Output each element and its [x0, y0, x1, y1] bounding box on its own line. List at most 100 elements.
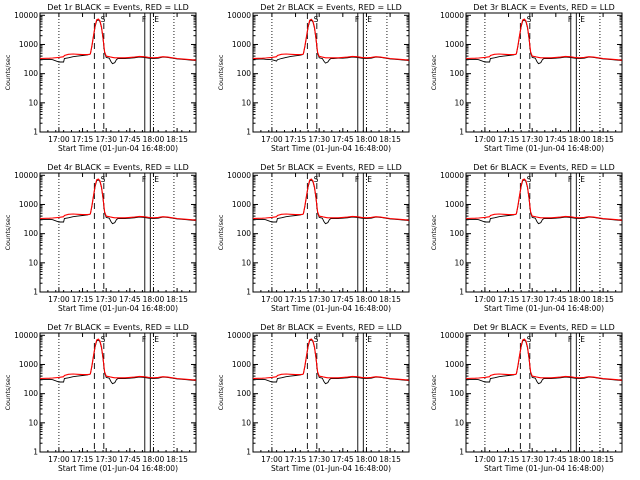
x-tick-label: 17:45: [545, 135, 567, 144]
lld-line: [465, 338, 623, 381]
flag-label: S: [314, 175, 319, 184]
x-tick-label: 17:00: [261, 135, 283, 144]
lld-line: [252, 178, 410, 221]
y-tick-label: 1000: [232, 40, 251, 49]
y-tick-label: 100: [24, 69, 39, 78]
y-tick-label: 10000: [227, 171, 251, 180]
x-axis-label: Start Time (01-Jun-04 16:48:00): [271, 144, 391, 153]
lld-line: [252, 18, 410, 61]
x-tick-label: 17:45: [332, 455, 354, 464]
x-tick-label: 18:00: [356, 295, 378, 304]
x-axis-label: Start Time (01-Jun-04 16:48:00): [58, 464, 178, 473]
y-tick-label: 10: [28, 258, 38, 267]
y-axis-label: Counts/sec: [217, 374, 225, 410]
y-tick-label: 1000: [19, 200, 38, 209]
panel-title: Det 2r BLACK = Events, RED = LLD: [260, 3, 402, 12]
flag-label: E: [154, 335, 159, 344]
flag-label: S: [314, 15, 319, 24]
panel-det-3: Det 3r BLACK = Events, RED = LLD 1 10 100 10…: [430, 3, 623, 153]
y-tick-label: 100: [24, 229, 39, 238]
y-tick-label: 10: [454, 418, 464, 427]
lld-line: [465, 178, 623, 221]
panel-title: Det 3r BLACK = Events, RED = LLD: [473, 3, 615, 12]
flag-label: S: [101, 175, 106, 184]
x-tick-label: 17:15: [72, 135, 94, 144]
plot-frame: [252, 12, 410, 133]
panel-title: Det 5r BLACK = Events, RED = LLD: [260, 163, 402, 172]
events-line: [39, 19, 197, 65]
x-tick-label: 18:00: [569, 135, 591, 144]
panel-det-6: Det 6r BLACK = Events, RED = LLD 1 10 100 10…: [430, 163, 623, 313]
y-tick-label: 1000: [232, 360, 251, 369]
x-tick-label: 17:30: [521, 295, 543, 304]
x-tick-label: 17:00: [48, 135, 70, 144]
x-tick-label: 18:00: [143, 135, 165, 144]
flag-label: F: [142, 15, 146, 24]
events-line: [465, 19, 623, 65]
y-tick-label: 100: [237, 229, 252, 238]
panel-det-5: Det 5r BLACK = Events, RED = LLD 1 10 100 10…: [217, 163, 410, 313]
x-tick-label: 18:00: [143, 455, 165, 464]
flag-label: E: [367, 335, 372, 344]
x-tick-label: 18:00: [143, 295, 165, 304]
x-axis-label: Start Time (01-Jun-04 16:48:00): [271, 464, 391, 473]
flag-label: E: [580, 175, 585, 184]
flag-label: F: [355, 175, 359, 184]
y-tick-label: 1000: [19, 360, 38, 369]
plot-frame: [252, 172, 410, 293]
x-tick-label: 18:15: [379, 455, 401, 464]
y-tick-label: 10000: [14, 11, 38, 20]
y-axis-label: Counts/sec: [4, 214, 12, 250]
y-axis-label: Counts/sec: [430, 214, 438, 250]
y-axis-label: Counts/sec: [217, 54, 225, 90]
y-tick-label: 10000: [440, 11, 464, 20]
lld-line: [39, 178, 197, 221]
y-tick-label: 1: [246, 128, 251, 137]
plot-frame: [465, 332, 623, 453]
y-axis-label: Counts/sec: [430, 54, 438, 90]
x-tick-label: 18:15: [166, 295, 188, 304]
x-tick-label: 17:15: [285, 455, 307, 464]
x-tick-label: 17:00: [48, 455, 70, 464]
flag-label: E: [367, 175, 372, 184]
x-axis-label: Start Time (01-Jun-04 16:48:00): [58, 144, 178, 153]
x-tick-label: 17:45: [119, 295, 141, 304]
x-axis-label: Start Time (01-Jun-04 16:48:00): [484, 464, 604, 473]
plot-frame: [252, 332, 410, 453]
flag-label: F: [142, 175, 146, 184]
panel-title: Det 6r BLACK = Events, RED = LLD: [473, 163, 615, 172]
y-tick-label: 1: [246, 448, 251, 457]
flag-label: E: [367, 15, 372, 24]
y-tick-label: 10000: [440, 171, 464, 180]
y-tick-label: 10: [28, 418, 38, 427]
x-tick-label: 17:00: [474, 295, 496, 304]
y-tick-label: 100: [237, 69, 252, 78]
plot-frame: [39, 332, 197, 453]
events-line: [252, 339, 410, 385]
x-tick-label: 17:30: [308, 295, 330, 304]
x-tick-label: 18:15: [379, 135, 401, 144]
events-line: [39, 339, 197, 385]
y-tick-label: 100: [450, 69, 465, 78]
flag-label: S: [314, 335, 319, 344]
y-tick-label: 10000: [227, 11, 251, 20]
x-tick-label: 17:30: [95, 135, 117, 144]
y-tick-label: 1000: [445, 360, 464, 369]
x-tick-label: 17:45: [332, 295, 354, 304]
events-line: [252, 179, 410, 225]
flag-label: E: [580, 15, 585, 24]
y-tick-label: 100: [450, 389, 465, 398]
y-tick-label: 10: [28, 98, 38, 107]
y-tick-label: 1: [246, 288, 251, 297]
x-tick-label: 17:15: [498, 135, 520, 144]
x-tick-label: 17:30: [95, 295, 117, 304]
panel-det-8: Det 8r BLACK = Events, RED = LLD 1 10 100 10…: [217, 323, 410, 473]
x-tick-label: 18:15: [379, 295, 401, 304]
panel-det-7: Det 7r BLACK = Events, RED = LLD 1 10 100 10…: [4, 323, 197, 473]
x-axis-label: Start Time (01-Jun-04 16:48:00): [484, 304, 604, 313]
lld-line: [465, 18, 623, 61]
flag-label: E: [154, 15, 159, 24]
x-tick-label: 17:45: [119, 135, 141, 144]
panel-title: Det 1r BLACK = Events, RED = LLD: [47, 3, 189, 12]
x-tick-label: 18:00: [356, 455, 378, 464]
